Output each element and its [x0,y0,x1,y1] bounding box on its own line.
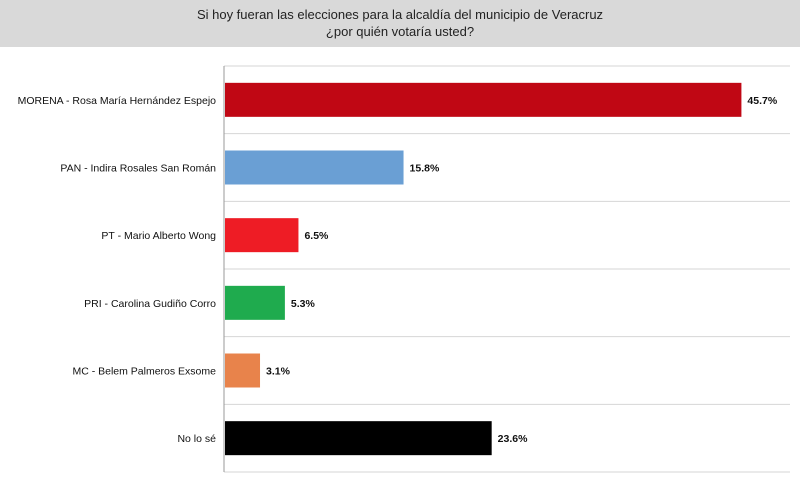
bar [225,285,285,320]
value-label: 15.8% [410,163,440,175]
value-label: 5.3% [291,298,316,310]
category-label: PRI - Carolina Gudiño Corro [84,298,216,310]
bar [225,421,492,456]
category-label: PAN - Indira Rosales San Román [60,163,216,175]
value-label: 3.1% [266,366,291,378]
bar [225,82,742,117]
bar [225,218,299,253]
category-label: MORENA - Rosa María Hernández Espejo [18,95,217,107]
category-label: MC - Belem Palmeros Exsome [72,366,216,378]
value-label: 6.5% [304,230,329,242]
chart-title-line-1: Si hoy fueran las elecciones para la alc… [196,7,604,22]
category-label: PT - Mario Alberto Wong [101,230,216,242]
value-label: 45.7% [747,95,777,107]
category-label: No lo sé [177,433,216,445]
chart-title: Si hoy fueran las elecciones para la alc… [0,0,800,47]
bar [225,353,261,388]
chart-title-line-2: ¿por quién votaría usted? [325,24,475,39]
bar [225,150,404,185]
value-label: 23.6% [498,433,528,445]
